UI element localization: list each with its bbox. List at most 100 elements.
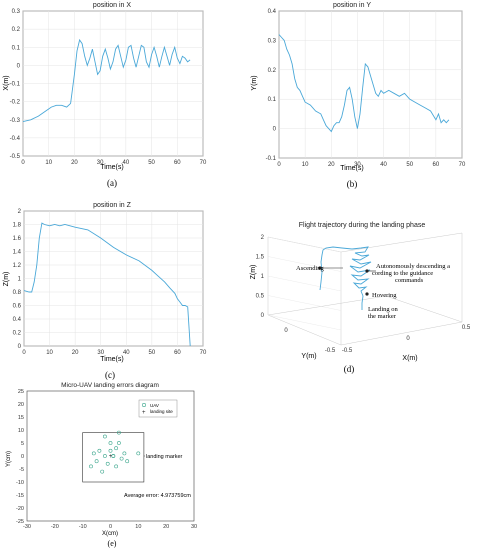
- y-axis-ticks: 0 -0.5: [284, 328, 336, 354]
- y-tick-label: 0: [284, 328, 288, 334]
- y-tick-label: 0: [17, 63, 21, 69]
- panel-caption: (d): [344, 364, 355, 374]
- y-tick-label: -0.1: [266, 156, 277, 162]
- y-tick-label: 2: [18, 209, 22, 215]
- x-tick-label: 0.5: [462, 325, 471, 331]
- x-tick-label: 50: [148, 160, 155, 166]
- x-tick-label: 30: [97, 350, 104, 356]
- axes-edge: [385, 295, 463, 323]
- x-tick-label: -30: [23, 524, 31, 530]
- series-line-0: [23, 222, 191, 347]
- y-tick-label: 5: [21, 441, 24, 447]
- x-tick-label: -10: [79, 524, 87, 530]
- y-axis-label: X(m): [3, 75, 10, 90]
- plot-frame: [278, 10, 463, 159]
- grid-line-z: [267, 295, 342, 311]
- z-axis-label: Z(m): [250, 265, 257, 280]
- y-tick-label: -20: [16, 506, 24, 512]
- x-tick-label: 70: [459, 162, 466, 168]
- y-tick-label: 0.3: [12, 9, 21, 15]
- x-tick-label: 10: [135, 524, 141, 530]
- data-lines: [23, 222, 191, 347]
- axes-box: [267, 232, 463, 346]
- x-tick-label: 10: [302, 162, 309, 168]
- uav-point: [100, 469, 105, 474]
- x-tick-label: 70: [200, 350, 207, 356]
- chart-title: position in X: [93, 2, 131, 9]
- y-tick-label: 0.4: [268, 9, 277, 15]
- axes-edge: [267, 295, 387, 316]
- panel-caption: (a): [107, 178, 117, 188]
- x-tick-label: 50: [406, 162, 413, 168]
- x-tick-label: 60: [174, 350, 181, 356]
- x-tick-label: 20: [72, 350, 79, 356]
- uav-point: [108, 441, 113, 445]
- x-tick-label: 0: [277, 162, 281, 168]
- annotation-hovering: Hovering: [372, 292, 397, 299]
- chart-title: position in Z: [93, 202, 131, 209]
- z-tick-label: 1: [261, 274, 265, 280]
- x-tick-label: 40: [380, 162, 387, 168]
- x-tick-label: 40: [123, 350, 130, 356]
- y-axis-label: Y(cm): [6, 451, 12, 467]
- uav-point: [94, 459, 99, 464]
- y-tick-label: -0.2: [10, 100, 21, 106]
- x-tick-label: 0: [21, 160, 25, 166]
- landing-site-point: +: [109, 454, 113, 460]
- y-tick-label: 1.6: [13, 236, 22, 242]
- y-tick-label: -0.1: [10, 82, 21, 88]
- x-tick-label: 0: [22, 350, 26, 356]
- grid-line-z: [267, 256, 342, 272]
- y-tick-label: 0: [18, 344, 22, 350]
- y-axis-ticks: 0 0.2 0.4 0.6 0.8 1 1.2 1.4 1.6 1.8 2: [13, 209, 22, 350]
- landing-marker-box: [82, 432, 145, 483]
- x-axis-ticks: -30 -20 -10 0 10 20 30: [23, 524, 197, 530]
- y-tick-label: 0.1: [12, 45, 21, 51]
- x-tick-label: 20: [163, 524, 169, 530]
- y-tick-label: -25: [16, 519, 24, 525]
- y-tick-label: 1.2: [13, 263, 22, 269]
- y-tick-label: 1.4: [13, 250, 22, 256]
- y-tick-label: 15: [18, 415, 24, 421]
- y-axis-ticks: -0.1 0 0.1 0.2 0.3 0.4: [266, 9, 277, 162]
- uav-point: [117, 430, 121, 435]
- grid-line-z: [267, 236, 342, 253]
- x-tick-label: 40: [123, 160, 130, 166]
- y-tick-label: -15: [16, 493, 24, 499]
- uav-point: [89, 464, 93, 469]
- chart-title: Micro-UAV landing errors diagram: [61, 382, 159, 389]
- axes-edge: [267, 314, 342, 346]
- z-tick-label: 0.5: [256, 294, 265, 300]
- uav-point: [91, 451, 96, 456]
- grid: [23, 210, 204, 347]
- x-axis-label: Time(s): [100, 164, 123, 171]
- y-axis-ticks: -0.5 -0.4 -0.3 -0.2 -0.1 0 0.1 0.2 0.3: [10, 9, 21, 160]
- x-tick-label: -20: [51, 524, 59, 530]
- y-tick-label: 0: [21, 454, 24, 460]
- y-tick-label: 0.8: [13, 290, 22, 296]
- annotations: Ascending Autonomously descending a cordi…: [296, 263, 450, 320]
- y-axis-label: Z(m): [3, 272, 10, 287]
- uav-point: [117, 441, 121, 445]
- y-tick-label: 10: [18, 428, 24, 434]
- y-tick-label: -0.3: [10, 118, 21, 124]
- y-tick-label: 0.2: [268, 68, 277, 74]
- x-axis-ticks: 0 10 20 30 40 50 60 70: [277, 162, 466, 168]
- uav-point: [105, 461, 110, 466]
- y-tick-label: 0.2: [12, 27, 21, 33]
- y-tick-label: -5: [19, 467, 24, 473]
- panel-caption: (e): [108, 539, 117, 548]
- series-line-0: [22, 38, 191, 123]
- axes-edge: [340, 232, 463, 253]
- uav-point: [114, 446, 119, 451]
- y-tick-label: 0.4: [13, 317, 22, 323]
- uav-point: [97, 448, 102, 453]
- x-axis-ticks: -0.5 0 0.5: [342, 325, 471, 354]
- legend-landing-site-label: landing site: [150, 409, 173, 414]
- y-tick-label: 0.1: [268, 97, 277, 103]
- grid-line-z: [267, 275, 342, 292]
- chart-title: Flight trajectory during the landing pha…: [299, 222, 426, 229]
- x-axis-label: Time(s): [340, 165, 363, 172]
- uav-point: [136, 451, 141, 456]
- y-axis-label: Y(m): [251, 75, 258, 90]
